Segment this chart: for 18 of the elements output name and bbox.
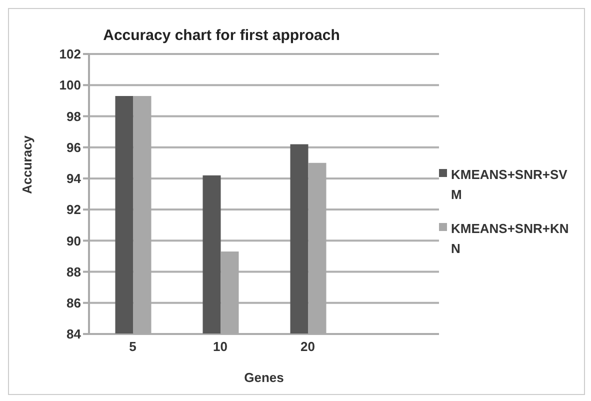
x-tick-label: 20 [300, 339, 315, 354]
chart-title: Accuracy chart for first approach [102, 27, 341, 44]
y-axis-title: Accuracy [20, 134, 35, 194]
legend-label: KMEANS+SNR+KNN [451, 220, 569, 258]
y-tick-label: 94 [66, 171, 82, 186]
y-tick-label: 96 [66, 140, 81, 155]
x-tick-label: 10 [213, 339, 228, 354]
legend-label: KMEANS+SNR+SVM [451, 166, 568, 204]
y-tick-label: 86 [66, 296, 81, 311]
y-tick-label: 102 [59, 46, 81, 62]
x-axis-title: Genes [244, 370, 284, 385]
y-tick-label: 100 [59, 78, 81, 93]
x-tick-label: 5 [129, 339, 136, 354]
y-tick-label: 90 [66, 233, 81, 248]
y-tick-label: 84 [66, 326, 82, 342]
y-tick-label: 98 [66, 108, 81, 124]
y-tick-label: 88 [66, 264, 81, 280]
y-tick-label: 92 [66, 202, 81, 218]
